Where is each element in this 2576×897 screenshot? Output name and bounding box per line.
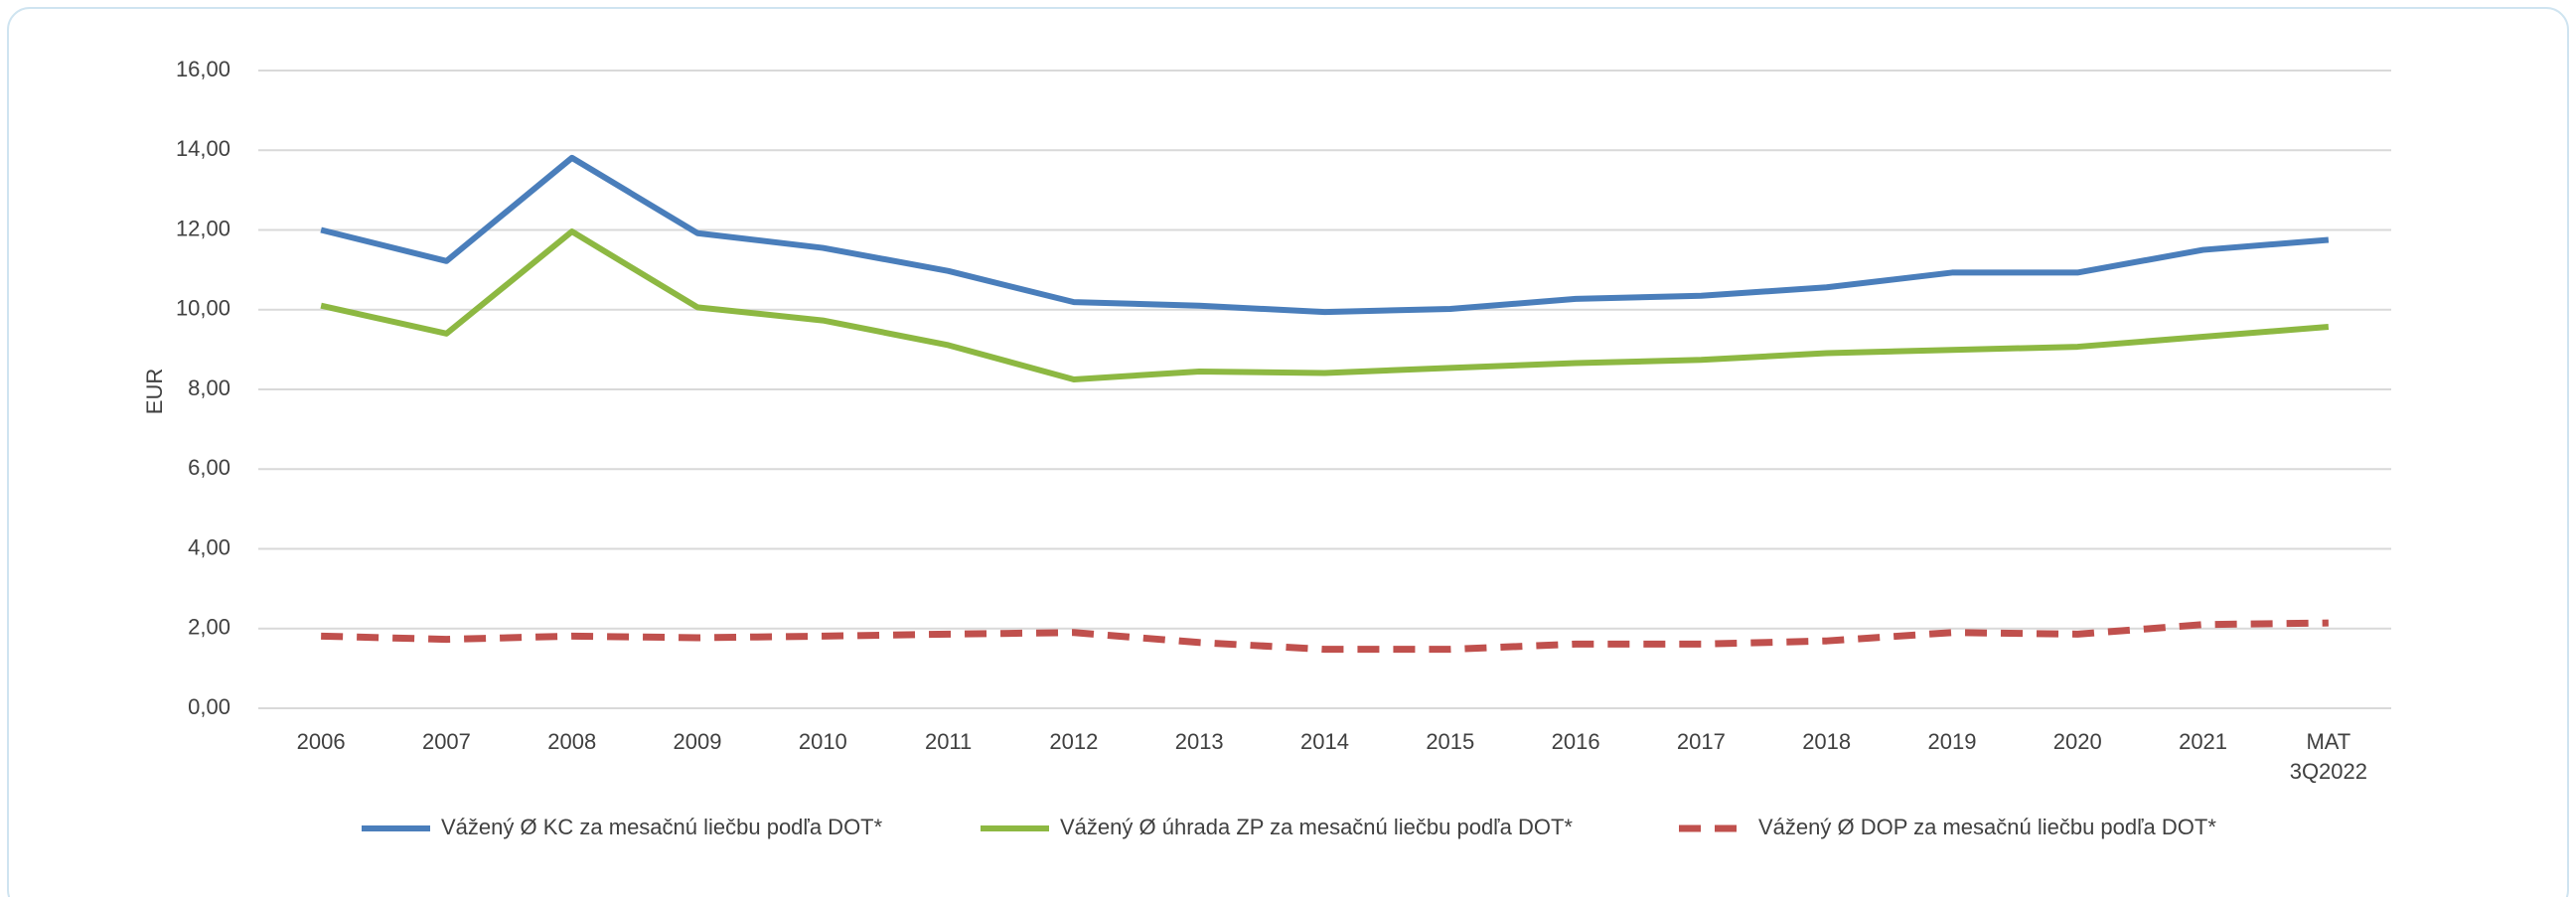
- x-tick-label: 2017: [1677, 729, 1726, 754]
- x-tick-label: 2008: [547, 729, 596, 754]
- x-tick-label: 2019: [1927, 729, 1976, 754]
- y-tick-label: 4,00: [188, 534, 230, 559]
- legend-label: Vážený Ø úhrada ZP za mesačnú liečbu pod…: [1060, 815, 1573, 839]
- x-tick-label: 2018: [1802, 729, 1851, 754]
- y-axis-label: EUR: [142, 369, 167, 414]
- card: [7, 7, 2569, 897]
- x-tick-label: MAT 3Q2022: [2290, 729, 2367, 784]
- y-tick-label: 0,00: [188, 694, 230, 719]
- x-tick-label: 2010: [799, 729, 847, 754]
- x-tick-label: 2007: [422, 729, 471, 754]
- y-tick-label: 6,00: [188, 455, 230, 480]
- x-tick-label: 2006: [297, 729, 346, 754]
- x-tick-label: 2009: [674, 729, 722, 754]
- x-tick-label: 2012: [1049, 729, 1098, 754]
- x-tick-label: 2021: [2179, 729, 2227, 754]
- legend-label: Vážený Ø DOP za mesačnú liečbu podľa DOT…: [1758, 815, 2216, 839]
- series-line: [320, 154, 2330, 316]
- series-line: [321, 619, 2329, 654]
- y-tick-label: 16,00: [176, 57, 230, 81]
- x-tick-label: 2011: [925, 729, 972, 754]
- y-tick-label: 14,00: [176, 136, 230, 161]
- series-line: [320, 228, 2330, 382]
- x-tick-label: 2013: [1175, 729, 1224, 754]
- x-tick-label: 2020: [2053, 729, 2102, 754]
- x-tick-label: 2014: [1300, 729, 1349, 754]
- y-tick-label: 2,00: [188, 615, 230, 640]
- y-tick-label: 12,00: [176, 216, 230, 240]
- legend-label: Vážený Ø KC za mesačnú liečbu podľa DOT*: [441, 815, 883, 839]
- y-tick-label: 10,00: [176, 296, 230, 321]
- x-tick-label: 2015: [1426, 729, 1474, 754]
- x-tick-label: 2016: [1552, 729, 1600, 754]
- y-tick-label: 8,00: [188, 375, 230, 400]
